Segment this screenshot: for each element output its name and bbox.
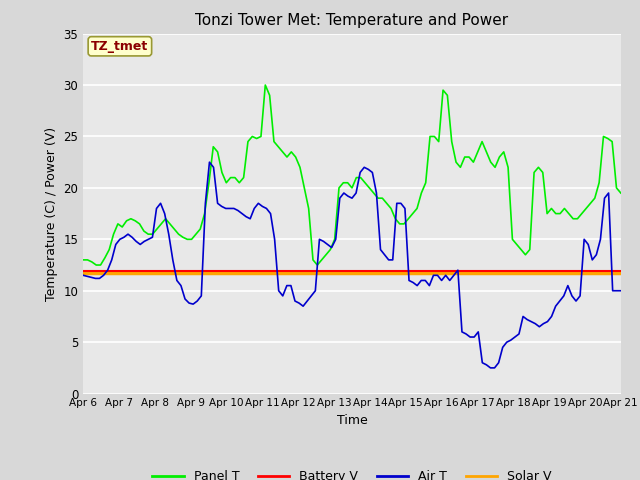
Legend: Panel T, Battery V, Air T, Solar V: Panel T, Battery V, Air T, Solar V xyxy=(147,465,557,480)
Y-axis label: Temperature (C) / Power (V): Temperature (C) / Power (V) xyxy=(45,127,58,300)
X-axis label: Time: Time xyxy=(337,414,367,427)
Text: TZ_tmet: TZ_tmet xyxy=(92,40,148,53)
Title: Tonzi Tower Met: Temperature and Power: Tonzi Tower Met: Temperature and Power xyxy=(195,13,509,28)
